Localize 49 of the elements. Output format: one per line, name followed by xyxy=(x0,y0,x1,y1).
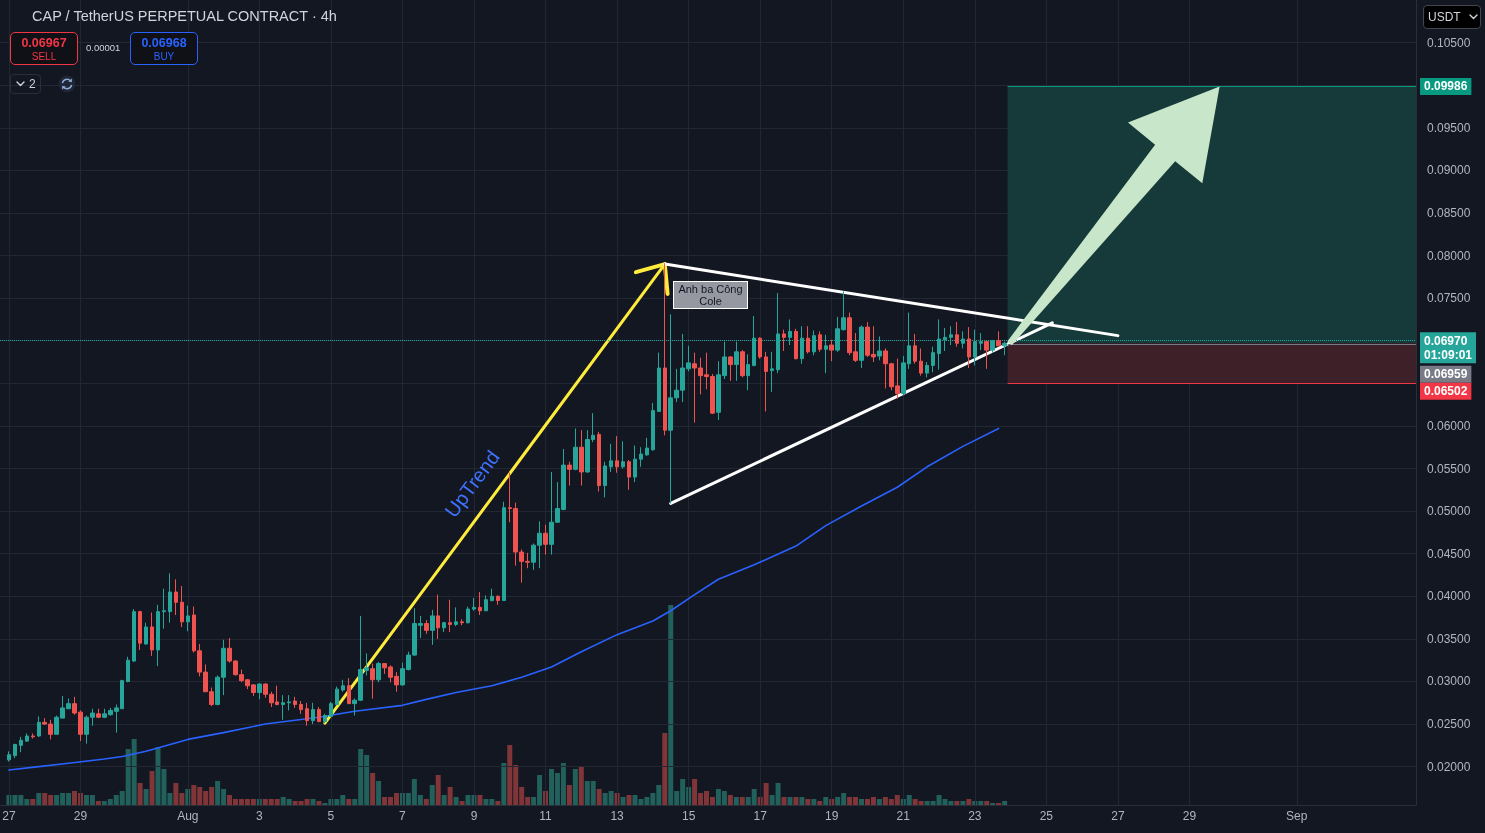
y-tick-label: 0.04500 xyxy=(1427,546,1471,561)
y-tick-label: 0.09000 xyxy=(1427,163,1471,178)
x-tick-label: 23 xyxy=(968,809,982,823)
y-tick-label: 0.09500 xyxy=(1427,120,1471,135)
x-tick-label: Sep xyxy=(1286,809,1308,823)
y-tick-label: 0.08500 xyxy=(1427,205,1471,220)
buy-button: 0.06968 BUY xyxy=(130,32,198,65)
x-tick-label: 9 xyxy=(470,809,478,823)
y-tick-label: 0.03500 xyxy=(1427,631,1471,646)
y-tick-label: 0.04000 xyxy=(1427,589,1471,604)
annotation: 2 xyxy=(29,77,36,91)
x-tick-label: 21 xyxy=(896,809,911,823)
x-tick-label: 29 xyxy=(73,809,88,823)
x-tick-label: 29 xyxy=(1182,809,1197,823)
x-tick-label: 17 xyxy=(753,809,768,823)
x-tick-label: 27 xyxy=(2,809,16,823)
note-label: Anh ba Công Cole xyxy=(673,281,748,309)
text: CAP / TetherUS PERPETUAL CONTRACT · 4h xyxy=(32,7,337,25)
currency-dropdown: USDT xyxy=(1423,5,1481,29)
annotation: 0.00001 xyxy=(86,42,121,54)
x-tick-label: 25 xyxy=(1039,809,1054,823)
x-tick-label: 13 xyxy=(610,809,625,823)
x-tick-label: 19 xyxy=(825,809,839,823)
annotation: 0.06968 xyxy=(140,36,188,50)
annotation: BUY xyxy=(152,51,176,63)
y-tick-label: 0.10500 xyxy=(1427,35,1471,50)
y-tick-label: 0.05000 xyxy=(1427,504,1471,519)
y-tick-label: 0.03000 xyxy=(1427,674,1471,689)
ref-line-label: 0.06959 xyxy=(1424,367,1468,382)
x-tick-label: 5 xyxy=(327,809,335,823)
x-tick-label: 15 xyxy=(681,809,696,823)
ref-line-label: 0.06502 xyxy=(1424,384,1468,399)
ref-line-label: 0.06970 01:09:01 xyxy=(1424,333,1473,362)
x-tick-label: 27 xyxy=(1111,809,1125,823)
x-tick-label: 11 xyxy=(539,809,553,823)
y-tick-label: 0.07500 xyxy=(1427,291,1471,306)
ref-line-label: 0.09986 xyxy=(1424,79,1468,94)
annotation: SELL xyxy=(30,51,58,63)
collapse-button: 2 xyxy=(10,74,41,94)
y-tick-label: 0.02500 xyxy=(1427,717,1471,732)
y-tick-label: 0.08000 xyxy=(1427,248,1471,263)
x-tick-label: 7 xyxy=(399,809,407,823)
y-tick-label: 0.05500 xyxy=(1427,461,1471,476)
x-tick-label: 3 xyxy=(256,809,264,823)
sell-button: 0.06967 SELL xyxy=(10,32,78,65)
x-tick-label: Aug xyxy=(177,809,199,823)
y-tick-label: 0.06000 xyxy=(1427,418,1471,433)
y-tick-label: 0.02000 xyxy=(1427,759,1471,774)
annotation: 0.06967 xyxy=(20,36,68,50)
